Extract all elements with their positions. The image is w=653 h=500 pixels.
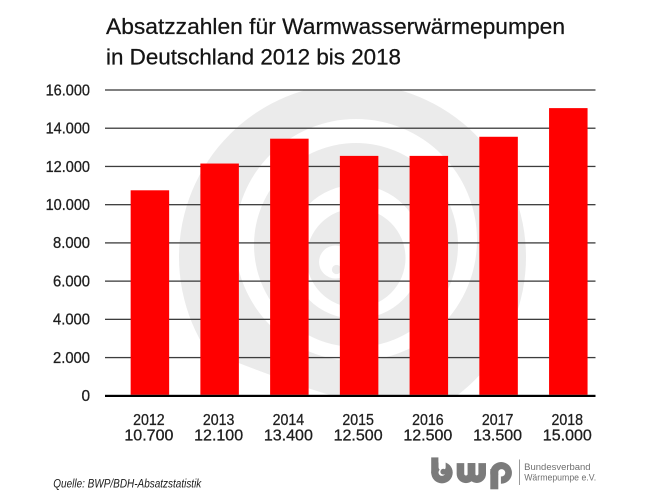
svg-text:2015: 2015: [342, 412, 374, 429]
svg-text:12.500: 12.500: [403, 428, 452, 445]
svg-text:15.000: 15.000: [543, 428, 592, 445]
svg-text:10.700: 10.700: [124, 428, 173, 445]
svg-text:12.000: 12.000: [46, 159, 90, 176]
svg-text:10.000: 10.000: [46, 197, 90, 214]
svg-text:4.000: 4.000: [53, 312, 90, 329]
svg-text:2014: 2014: [273, 412, 305, 429]
svg-text:2012: 2012: [133, 412, 165, 429]
svg-text:Wärmepumpe e.V.: Wärmepumpe e.V.: [524, 473, 596, 483]
svg-text:14.000: 14.000: [46, 121, 90, 138]
svg-text:Quelle: BWP/BDH-Absatzstatisti: Quelle: BWP/BDH-Absatzstatistik: [53, 476, 202, 490]
svg-text:12.500: 12.500: [334, 428, 383, 445]
svg-text:Absatzzahlen für Warmwasserwär: Absatzzahlen für Warmwasserwärmepumpen: [106, 14, 565, 39]
svg-text:2016: 2016: [412, 412, 444, 429]
svg-text:12.100: 12.100: [194, 428, 243, 445]
svg-text:2017: 2017: [482, 412, 514, 429]
svg-text:2.000: 2.000: [53, 350, 90, 367]
svg-text:13.400: 13.400: [264, 428, 313, 445]
svg-text:8.000: 8.000: [53, 235, 90, 252]
svg-text:0: 0: [81, 388, 90, 405]
svg-text:13.500: 13.500: [473, 428, 522, 445]
svg-text:2013: 2013: [203, 412, 235, 429]
svg-text:6.000: 6.000: [53, 273, 90, 290]
svg-text:2018: 2018: [552, 412, 584, 429]
svg-text:16.000: 16.000: [46, 82, 90, 99]
svg-text:in Deutschland 2012 bis 2018: in Deutschland 2012 bis 2018: [106, 45, 401, 70]
svg-text:Bundesverband: Bundesverband: [524, 462, 590, 472]
